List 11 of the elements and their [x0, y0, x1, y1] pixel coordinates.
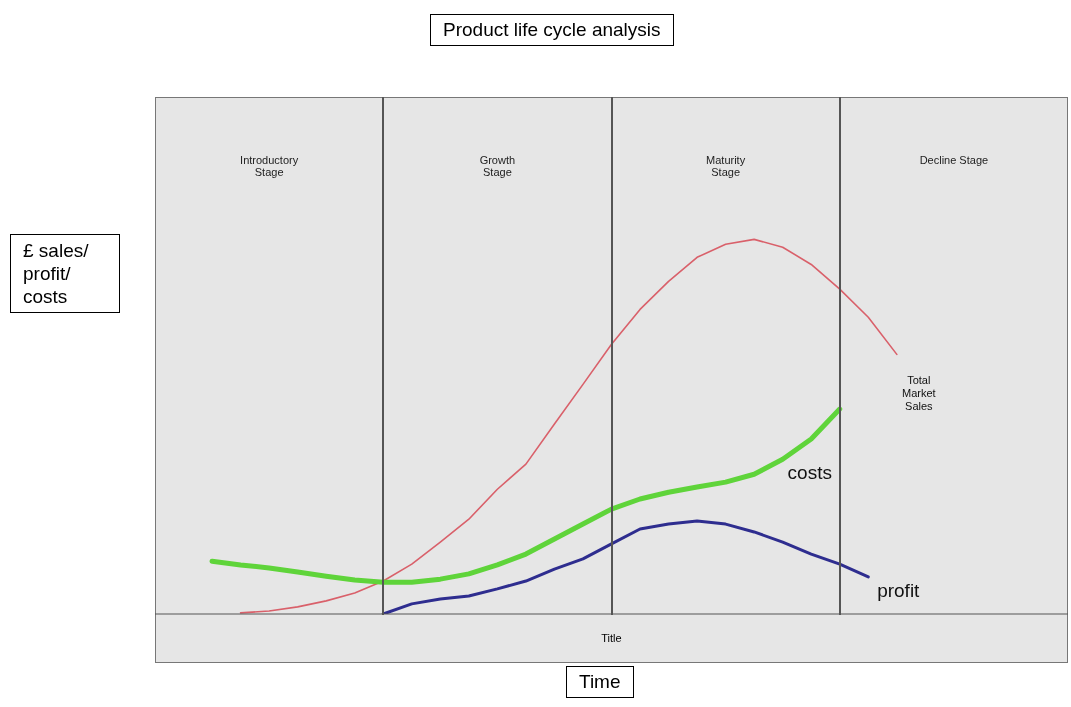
text: Growth Stage [478, 154, 517, 178]
series-label: Total Market Sales [902, 374, 936, 413]
y-axis-title: £ sales/ profit/ costs [10, 234, 120, 313]
text: Introductory Stage [239, 154, 300, 178]
series-label: costs [787, 462, 832, 484]
text: Maturity Stage [705, 154, 747, 178]
chart-title: Product life cycle analysis [430, 14, 674, 46]
text: Decline Stage [918, 154, 990, 166]
x-axis-title: Time [566, 666, 634, 698]
text: Title [600, 632, 623, 644]
series-label: profit [877, 579, 921, 601]
